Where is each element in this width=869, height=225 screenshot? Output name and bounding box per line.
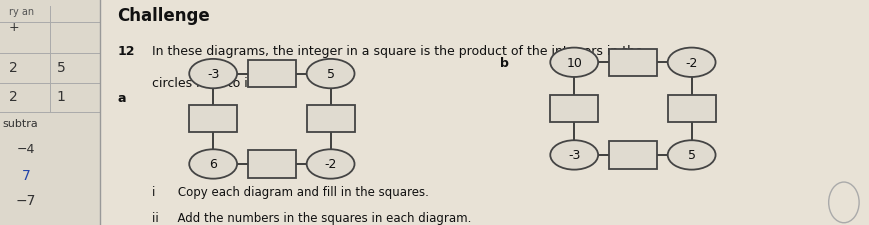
Text: 5: 5 <box>687 149 695 162</box>
FancyBboxPatch shape <box>550 96 598 123</box>
Text: In these diagrams, the integer in a square is the product of the integers in the: In these diagrams, the integer in a squa… <box>152 45 642 58</box>
Ellipse shape <box>189 60 236 89</box>
Ellipse shape <box>550 141 598 170</box>
FancyBboxPatch shape <box>608 50 656 76</box>
Text: a: a <box>117 91 126 104</box>
FancyBboxPatch shape <box>248 151 295 178</box>
Text: -3: -3 <box>207 68 219 81</box>
Text: 12: 12 <box>117 45 135 58</box>
Text: i      Copy each diagram and fill in the squares.: i Copy each diagram and fill in the squa… <box>152 186 428 199</box>
Text: -2: -2 <box>324 158 336 171</box>
Text: 2: 2 <box>9 90 17 104</box>
Text: subtra: subtra <box>3 119 38 129</box>
Ellipse shape <box>189 150 236 179</box>
FancyBboxPatch shape <box>608 142 656 169</box>
Text: +: + <box>9 20 19 34</box>
FancyBboxPatch shape <box>189 106 236 133</box>
FancyBboxPatch shape <box>0 0 100 225</box>
Ellipse shape <box>667 48 715 78</box>
Text: −7: −7 <box>16 193 36 207</box>
Text: 1: 1 <box>56 90 65 104</box>
Text: Challenge: Challenge <box>117 7 210 25</box>
Text: 5: 5 <box>56 61 65 74</box>
Text: 7: 7 <box>22 169 30 182</box>
Ellipse shape <box>667 141 715 170</box>
Ellipse shape <box>307 150 355 179</box>
Ellipse shape <box>307 60 355 89</box>
FancyBboxPatch shape <box>667 96 715 123</box>
Text: −4: −4 <box>17 142 36 155</box>
Ellipse shape <box>550 48 598 78</box>
Text: circles next to it.: circles next to it. <box>152 76 256 90</box>
Text: b: b <box>500 56 508 70</box>
FancyBboxPatch shape <box>307 106 355 133</box>
FancyBboxPatch shape <box>248 61 295 88</box>
Text: ii     Add the numbers in the squares in each diagram.: ii Add the numbers in the squares in eac… <box>152 212 471 225</box>
Text: ry an: ry an <box>9 7 34 17</box>
Text: 5: 5 <box>326 68 335 81</box>
Text: 10: 10 <box>566 56 581 70</box>
Text: 6: 6 <box>209 158 217 171</box>
Text: -3: -3 <box>567 149 580 162</box>
Text: 2: 2 <box>9 61 17 74</box>
Text: -2: -2 <box>685 56 697 70</box>
